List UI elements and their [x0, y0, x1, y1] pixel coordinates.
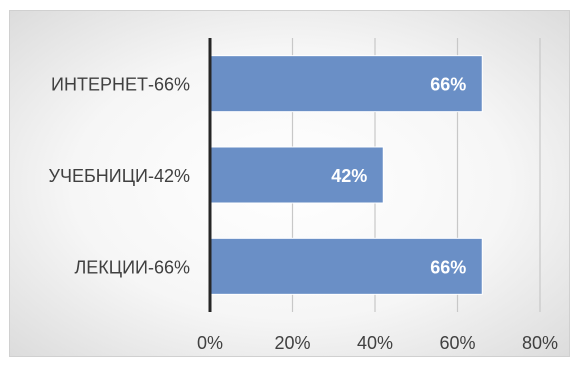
- category-label: ИНТЕРНЕТ-66%: [51, 75, 190, 95]
- x-tick-label: 80%: [522, 333, 558, 353]
- x-tick-labels: 0% 20% 40% 60% 80%: [197, 333, 558, 353]
- bars: [209, 55, 483, 295]
- category-labels: ИНТЕРНЕТ-66% УЧЕБНИЦИ-42% ЛЕКЦИИ-66%: [49, 75, 190, 278]
- x-tick-label: 60%: [439, 333, 475, 353]
- category-label: ЛЕКЦИИ-66%: [74, 257, 190, 277]
- x-tick-label: 20%: [274, 333, 310, 353]
- data-label: 66%: [430, 75, 466, 95]
- category-label: УЧЕБНИЦИ-42%: [49, 166, 190, 186]
- data-labels: 66% 42% 66%: [331, 75, 466, 278]
- bar: [209, 146, 384, 204]
- data-label: 66%: [430, 257, 466, 277]
- x-tick-label: 0%: [197, 333, 223, 353]
- data-label: 42%: [331, 166, 367, 186]
- bar: [209, 55, 483, 113]
- x-tick-label: 40%: [357, 333, 393, 353]
- bar: [209, 237, 483, 295]
